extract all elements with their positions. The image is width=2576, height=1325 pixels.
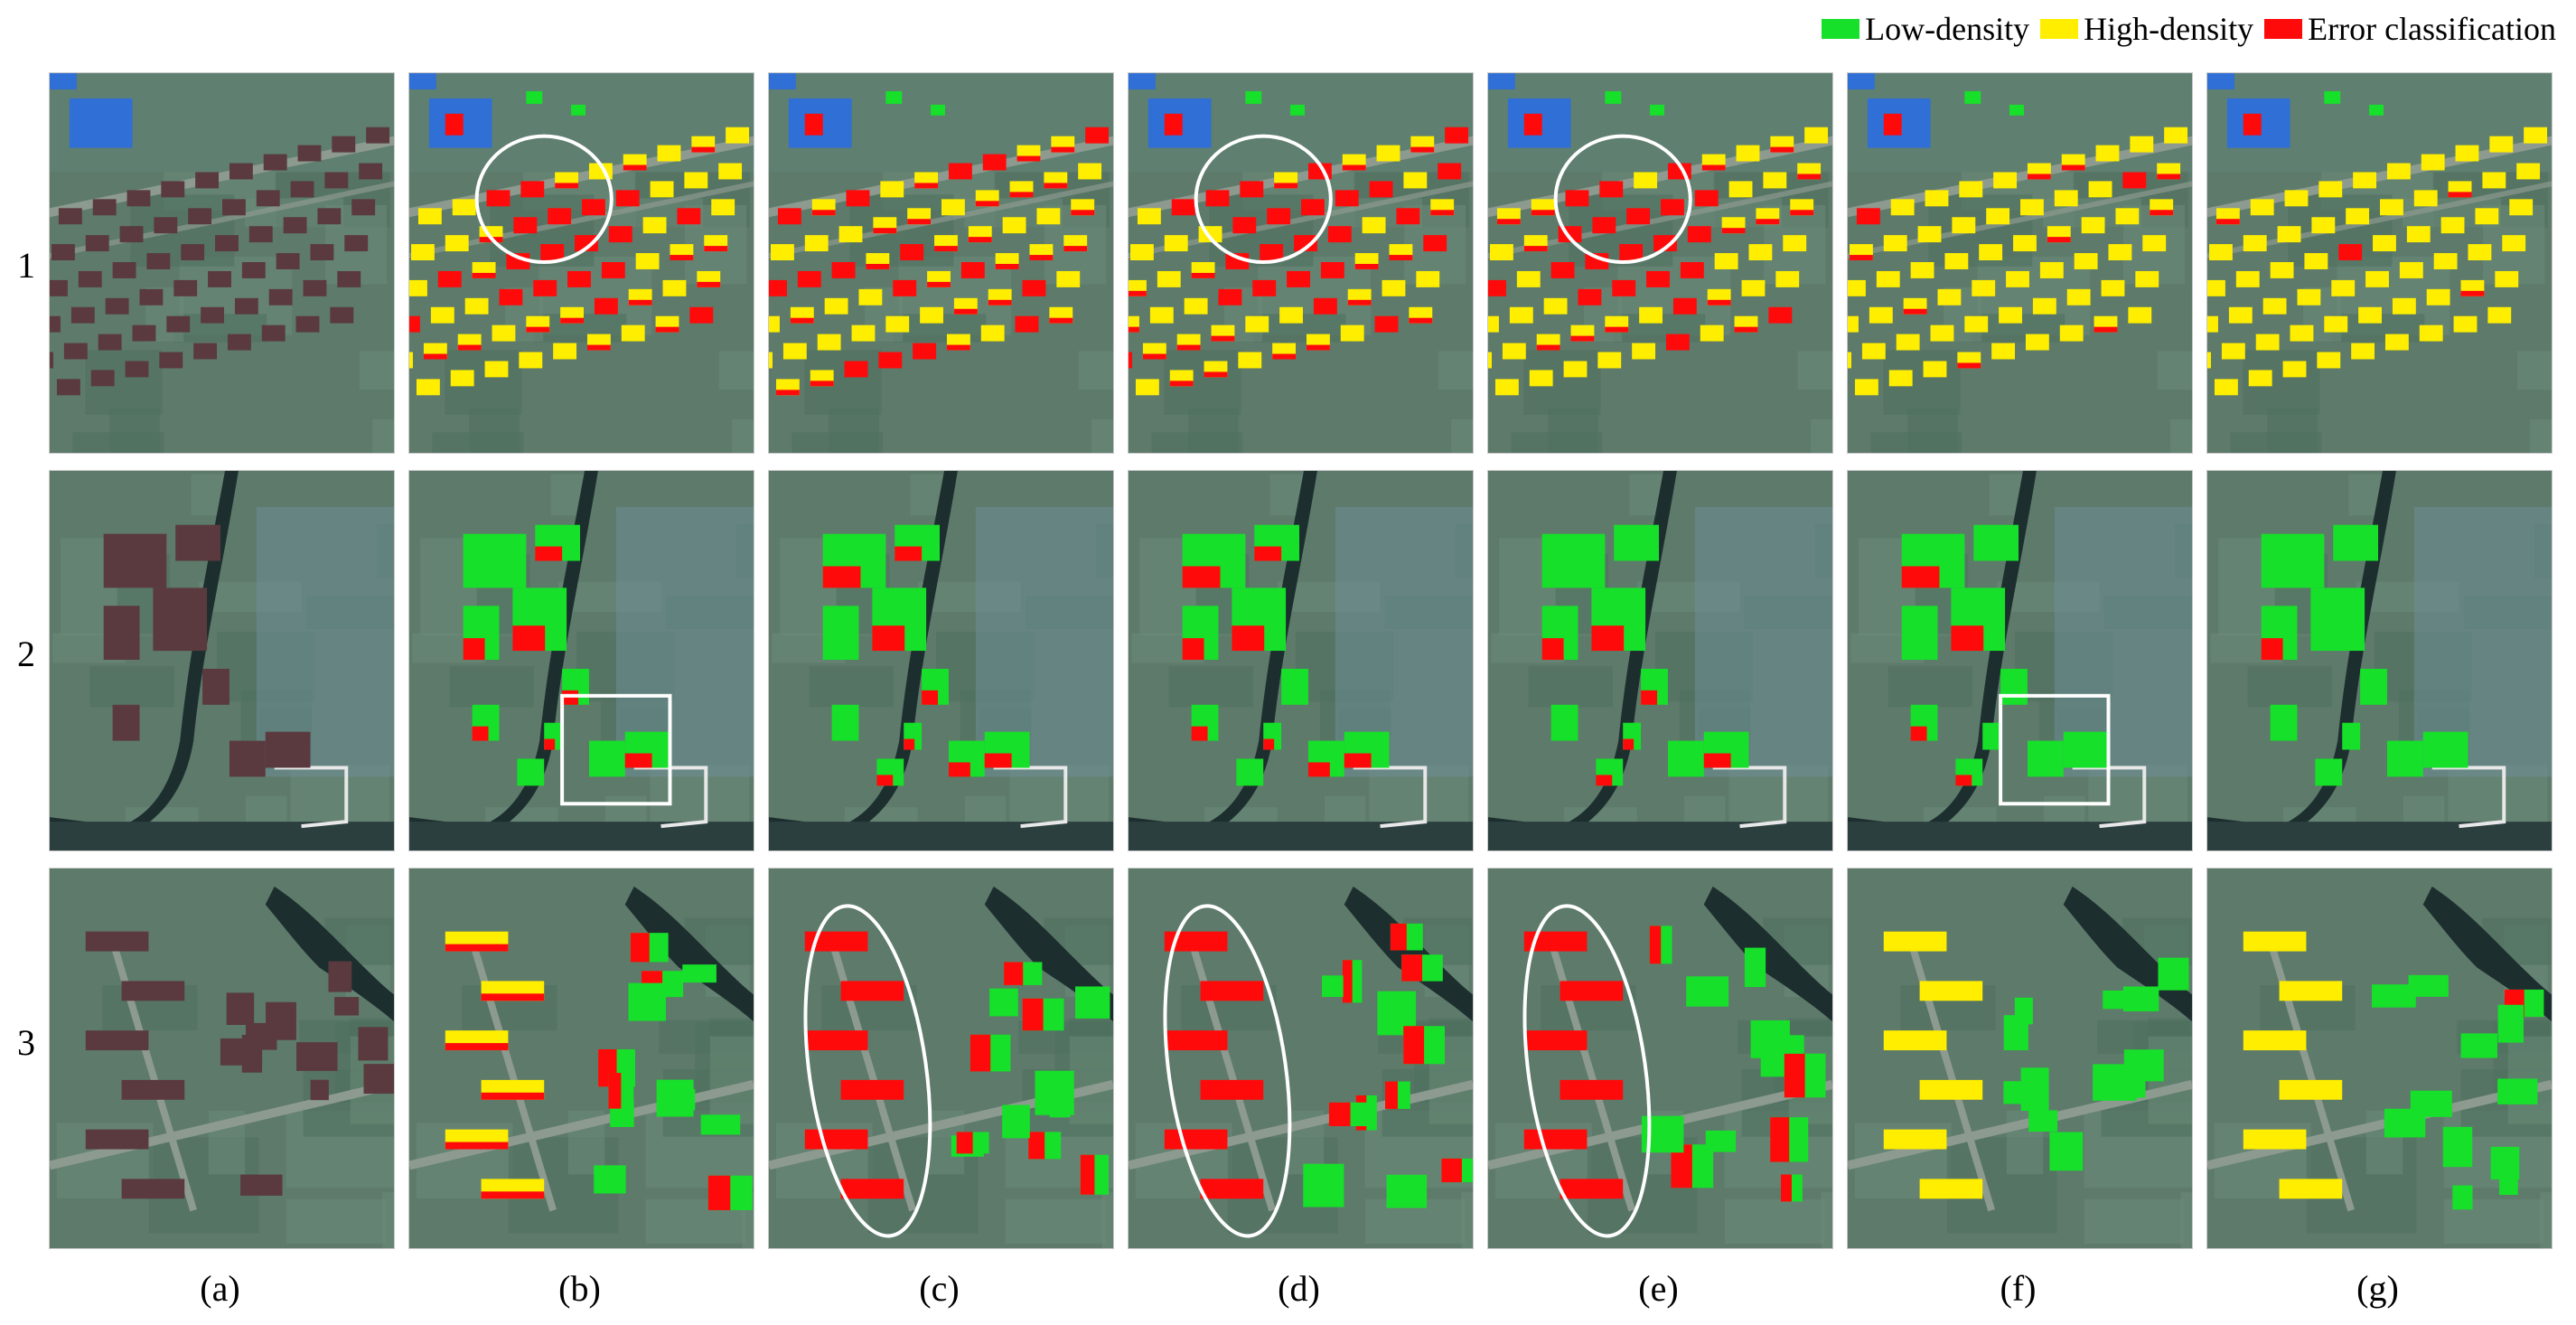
panel-row-3-a — [49, 868, 395, 1249]
panel-row-3-f — [1847, 868, 2193, 1249]
panel-row-1-e — [1487, 72, 1833, 454]
low-density-swatch — [1822, 19, 1860, 39]
satellite-image-row-1-c — [769, 73, 1113, 453]
column-label-c: (c) — [919, 1268, 960, 1309]
legend-label-low-density: Low-density — [1865, 11, 2030, 47]
panel-row-2-f — [1847, 470, 2193, 851]
legend-item-error-classification: Error classification — [2264, 9, 2556, 49]
panel-row-1-d — [1128, 72, 1474, 454]
legend-item-low-density: Low-density — [1822, 9, 2029, 49]
panel-row-3-g — [2206, 868, 2553, 1249]
column-label-b: (b) — [558, 1268, 601, 1309]
row-label-1: 1 — [17, 245, 35, 286]
panel-row-1-f — [1847, 72, 2193, 454]
satellite-image-row-3-c — [769, 869, 1113, 1248]
satellite-image-row-1-b — [409, 73, 754, 453]
panel-row-1-c — [768, 72, 1114, 454]
legend-item-high-density: High-density — [2040, 9, 2253, 49]
panel-row-2-b — [408, 470, 754, 851]
panel-row-2-c — [768, 470, 1114, 851]
panel-row-3-e — [1487, 868, 1833, 1249]
panel-row-3-b — [408, 868, 754, 1249]
satellite-image-row-2-b — [409, 471, 754, 850]
satellite-image-row-2-d — [1129, 471, 1473, 850]
legend: Low-density High-density Error classific… — [1811, 9, 2556, 49]
panel-row-3-c — [768, 868, 1114, 1249]
panel-row-2-e — [1487, 470, 1833, 851]
satellite-image-row-1-a — [50, 73, 394, 453]
satellite-image-row-1-g — [2207, 73, 2552, 453]
column-label-f: (f) — [2000, 1268, 2037, 1309]
panel-row-3-d — [1128, 868, 1474, 1249]
column-label-g: (g) — [2356, 1268, 2399, 1309]
satellite-image-row-3-f — [1848, 869, 2192, 1248]
legend-label-high-density: High-density — [2084, 11, 2254, 47]
satellite-image-row-1-d — [1129, 73, 1473, 453]
panel-row-2-a — [49, 470, 395, 851]
panel-row-2-g — [2206, 470, 2553, 851]
satellite-image-row-2-a — [50, 471, 394, 850]
high-density-swatch — [2040, 19, 2079, 39]
row-label-3: 3 — [17, 1022, 35, 1063]
column-label-d: (d) — [1278, 1268, 1320, 1309]
panel-row-1-b — [408, 72, 754, 454]
satellite-image-row-3-a — [50, 869, 394, 1248]
column-label-e: (e) — [1638, 1268, 1679, 1309]
column-label-a: (a) — [200, 1268, 240, 1309]
satellite-image-row-3-g — [2207, 869, 2552, 1248]
row-label-2: 2 — [17, 634, 35, 674]
satellite-image-row-2-e — [1488, 471, 1832, 850]
satellite-image-row-3-d — [1129, 869, 1473, 1248]
satellite-image-row-2-c — [769, 471, 1113, 850]
error-classification-swatch — [2264, 19, 2303, 39]
satellite-image-row-3-b — [409, 869, 754, 1248]
satellite-image-row-2-f — [1848, 471, 2192, 850]
satellite-image-row-1-f — [1848, 73, 2192, 453]
satellite-image-row-1-e — [1488, 73, 1832, 453]
panel-row-1-g — [2206, 72, 2553, 454]
satellite-image-row-2-g — [2207, 471, 2552, 850]
legend-label-error-classification: Error classification — [2308, 11, 2556, 47]
satellite-image-row-3-e — [1488, 869, 1832, 1248]
panel-row-2-d — [1128, 470, 1474, 851]
panel-row-1-a — [49, 72, 395, 454]
